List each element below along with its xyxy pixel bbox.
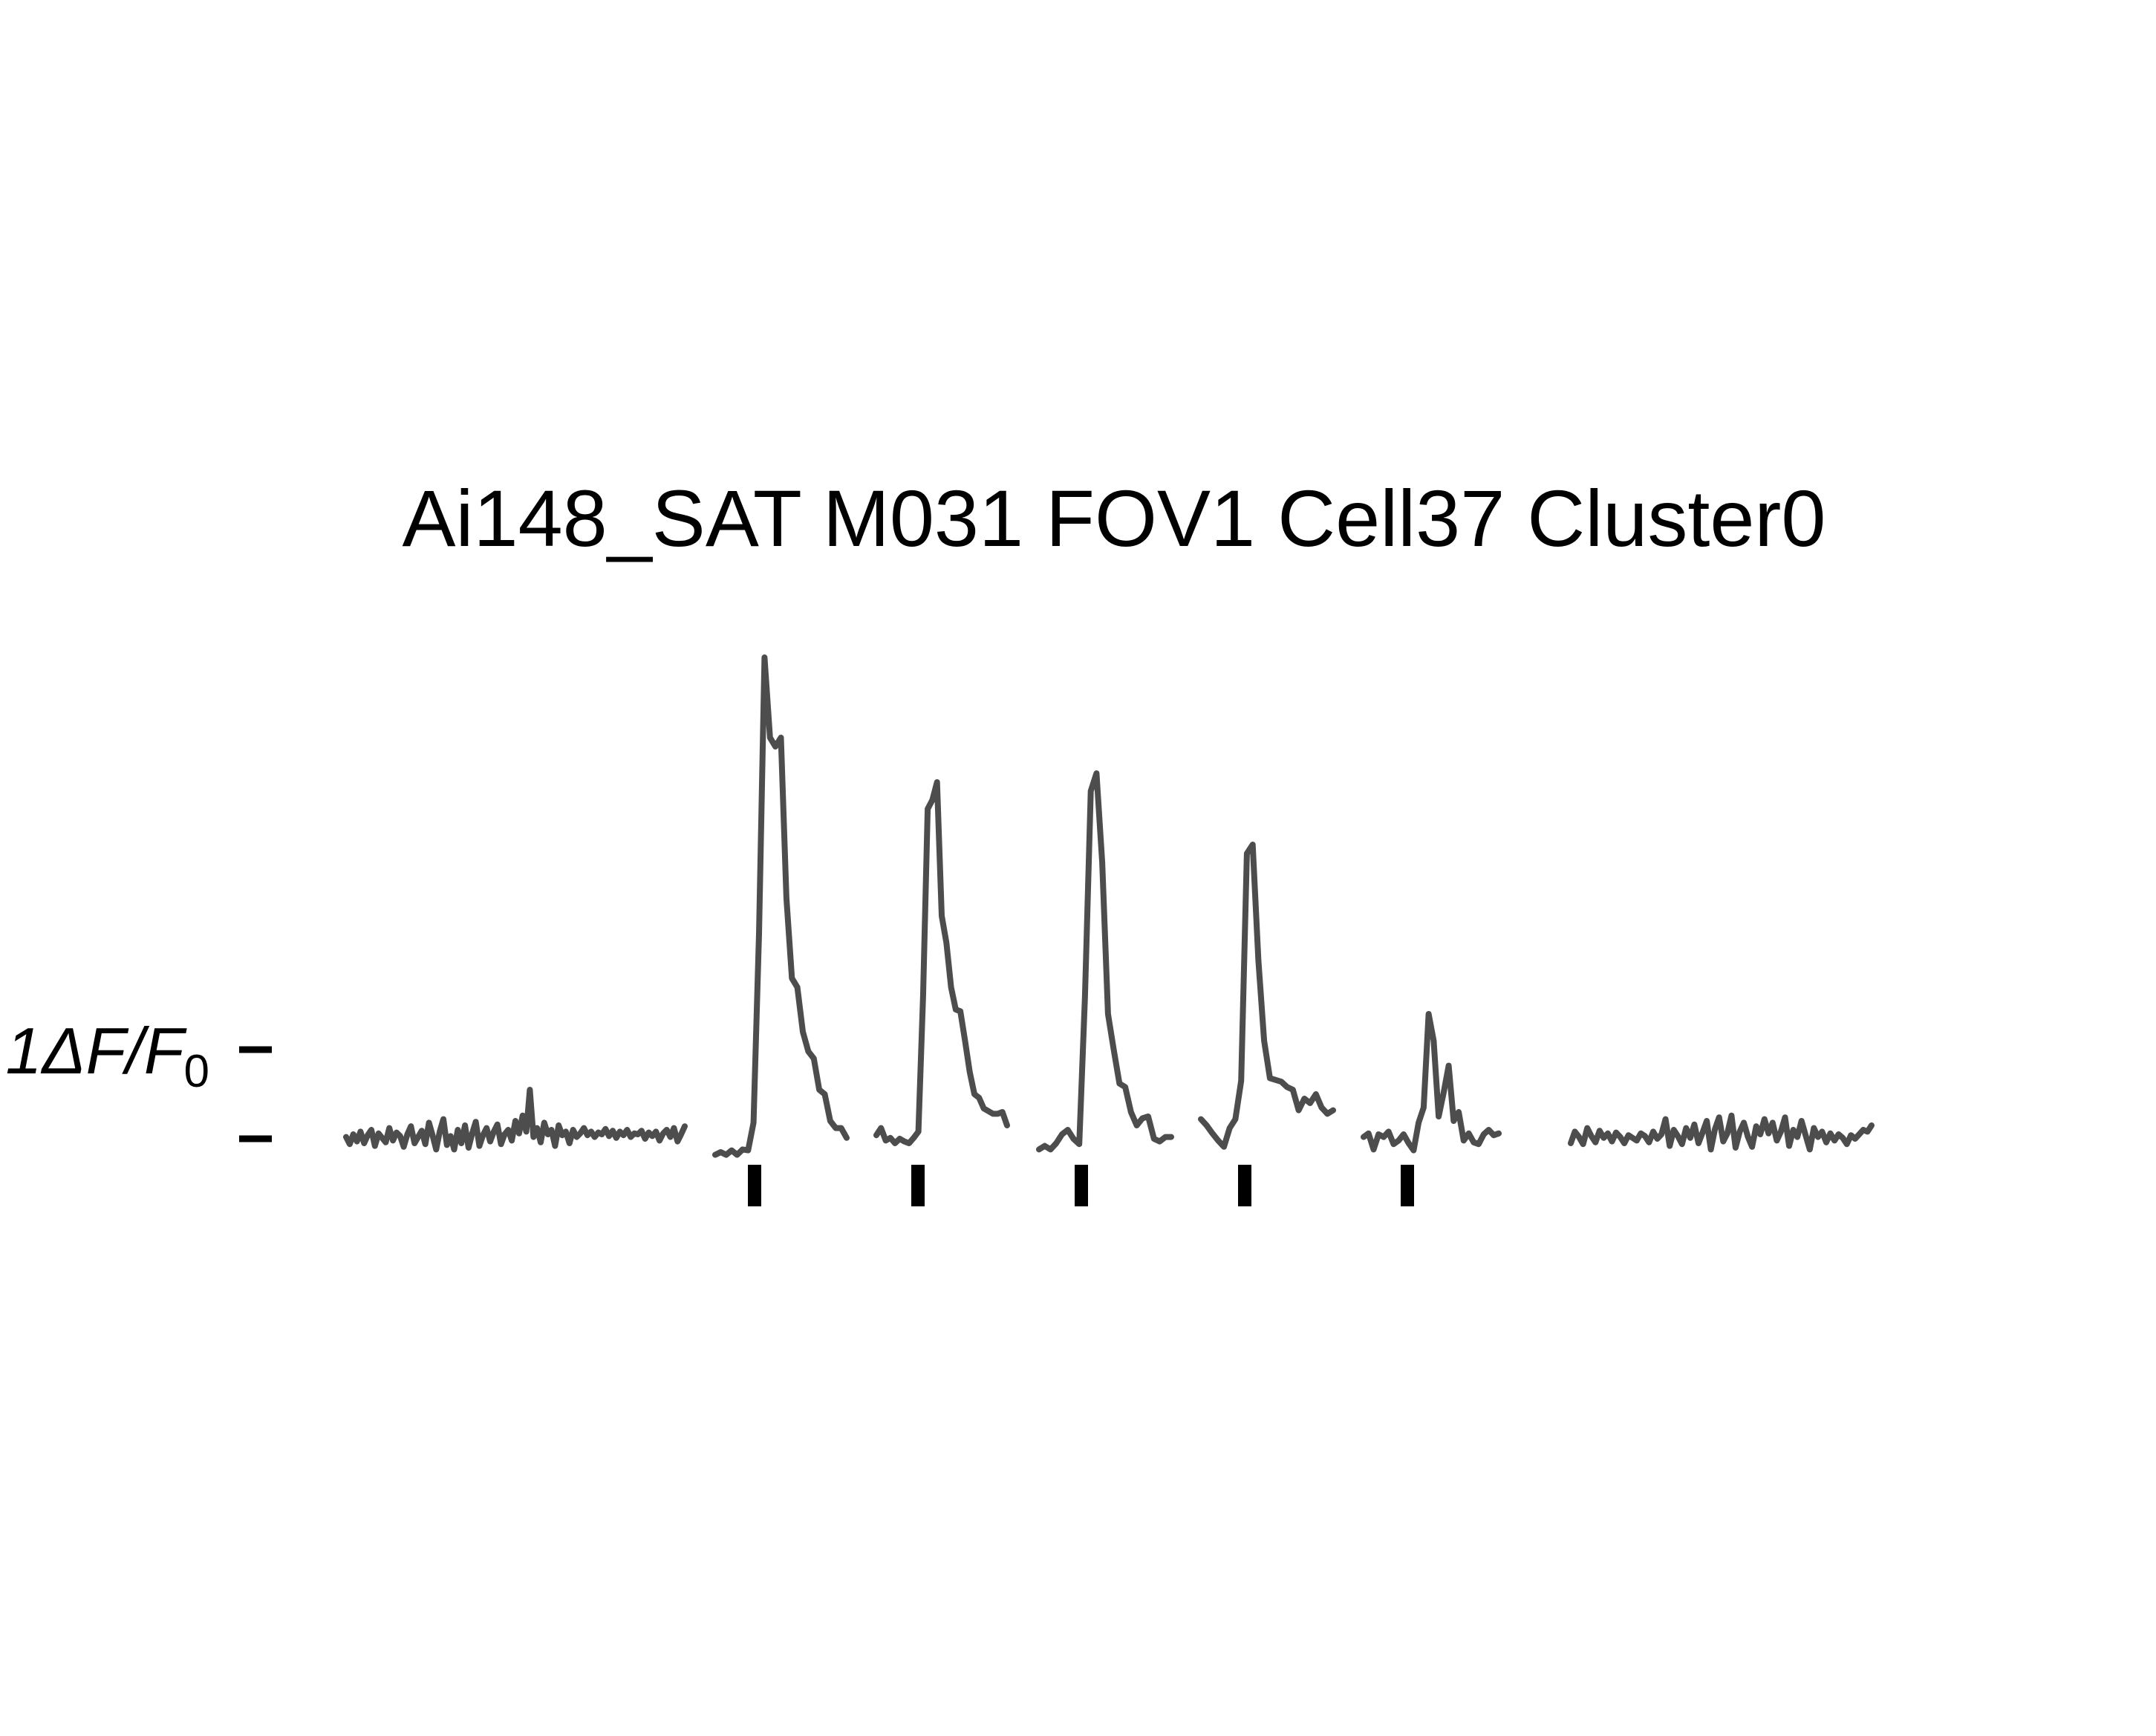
- trace-stim-1: [712, 654, 850, 1158]
- stim-marker-5: [1401, 1165, 1414, 1206]
- chart-title: Ai148_SAT M031 FOV1 Cell37 Cluster0: [403, 473, 1826, 563]
- trace-baseline-post: [1568, 1112, 1875, 1153]
- stim-marker-2: [911, 1165, 925, 1206]
- trace-stim-5: [1361, 1011, 1502, 1154]
- trace-stim-4: [1198, 842, 1336, 1150]
- trace-stim-2: [873, 779, 1010, 1146]
- stim-marker-4: [1238, 1165, 1251, 1206]
- trace-baseline-pre: [343, 1087, 688, 1153]
- trace-stim-3: [1036, 770, 1174, 1153]
- trace-group: [343, 654, 1875, 1158]
- stim-marker-1: [748, 1165, 761, 1206]
- stim-marker-group: [748, 1165, 1414, 1206]
- scale-bar: 1ΔF/F0: [6, 1014, 272, 1142]
- scale-bar-label: 1ΔF/F0: [6, 1014, 209, 1097]
- stim-marker-3: [1075, 1165, 1088, 1206]
